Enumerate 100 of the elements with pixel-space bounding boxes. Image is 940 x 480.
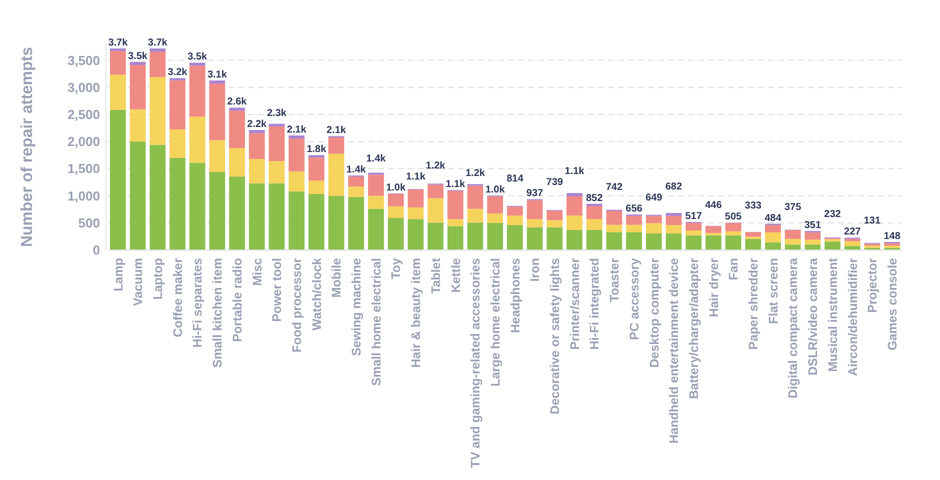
bar	[784, 230, 801, 239]
total-label: 649	[646, 192, 663, 204]
total-label: 2.6k	[227, 96, 248, 108]
bar	[844, 238, 860, 242]
total-label: 3.7k	[148, 38, 168, 48]
total-label: 351	[804, 220, 822, 231]
total-label: 814	[506, 174, 524, 185]
bar	[388, 218, 404, 250]
total-label: 3.5k	[128, 50, 148, 62]
bar	[150, 48, 166, 52]
bar	[368, 208, 384, 250]
bar	[606, 224, 622, 232]
bar	[170, 158, 186, 250]
total-label: 3.2k	[168, 67, 188, 78]
bar	[288, 171, 305, 192]
bar	[725, 235, 742, 250]
bar	[130, 62, 146, 65]
bar	[586, 219, 602, 230]
x-tick-label: Aircon/dehumidifier	[846, 258, 860, 376]
x-tick-label: Mobile	[330, 258, 344, 298]
bar	[725, 222, 742, 232]
y-tick-label: 2,500	[67, 107, 100, 122]
x-tick-label: Hair & beauty item	[409, 258, 424, 368]
total-label: 1.1k	[406, 171, 426, 182]
total-label: 517	[685, 210, 702, 222]
y-tick-label: 1,500	[67, 161, 100, 176]
bar	[130, 142, 146, 250]
bar	[705, 226, 722, 233]
total-label: 739	[546, 177, 564, 188]
total-label: 1.8k	[306, 144, 327, 156]
total-label: 2.1k	[326, 125, 346, 136]
total-label: 446	[705, 200, 722, 211]
x-tick-label: Battery/charger/adapter	[686, 258, 701, 400]
total-label: 1.4k	[366, 153, 386, 164]
x-tick-label: Headphones	[508, 258, 522, 334]
bar	[150, 52, 166, 78]
total-label: 333	[744, 200, 762, 212]
total-label: 1.4k	[346, 164, 366, 176]
total-label: 2.2k	[247, 119, 268, 130]
x-tick-label: Small home electrical	[369, 258, 384, 386]
bar	[308, 194, 324, 250]
bar	[328, 138, 344, 154]
x-tick-label: Laptop	[151, 258, 165, 300]
total-label: 1.2k	[465, 168, 486, 180]
total-label: 1.2k	[426, 160, 446, 172]
bar	[526, 219, 543, 228]
bar	[606, 210, 622, 225]
bar	[388, 194, 404, 206]
bar	[288, 191, 305, 250]
bar	[308, 180, 324, 194]
bar	[248, 183, 265, 250]
bar	[745, 232, 762, 237]
bar	[150, 144, 166, 250]
bar	[784, 238, 801, 245]
x-tick-label: Musical instrument	[826, 257, 840, 372]
bar	[586, 230, 602, 250]
bar	[526, 200, 543, 220]
bar	[506, 225, 523, 250]
bar	[428, 222, 444, 250]
bar	[328, 154, 344, 196]
bar	[804, 244, 821, 250]
bar	[150, 77, 166, 145]
bar	[666, 233, 682, 250]
total-label: 852	[586, 192, 604, 204]
bar	[506, 206, 523, 216]
bar	[824, 239, 840, 242]
bar	[804, 232, 821, 240]
bar	[368, 196, 384, 209]
total-label: 656	[626, 203, 643, 214]
x-tick-label: Desktop computer	[647, 258, 662, 368]
bar	[328, 196, 344, 250]
bar	[189, 116, 206, 163]
bar	[626, 232, 642, 250]
total-label: 148	[884, 230, 901, 242]
x-tick-label: Large home electrical	[488, 258, 502, 387]
bar	[765, 225, 781, 232]
x-tick-label: Games console	[885, 258, 900, 350]
x-tick-label: Vacuum	[131, 258, 146, 306]
bar	[348, 176, 364, 187]
y-tick-label: 3,500	[67, 52, 100, 68]
bar	[288, 138, 305, 172]
x-tick-label: Digital compact camera	[786, 256, 800, 398]
bar	[110, 74, 126, 110]
bar	[408, 190, 424, 208]
bar	[606, 232, 622, 250]
bar	[487, 222, 504, 250]
bar	[130, 109, 146, 142]
bar	[368, 174, 384, 196]
x-tick-label: Projector	[866, 258, 880, 313]
bar	[170, 129, 186, 158]
bar	[348, 186, 364, 197]
bar	[765, 232, 781, 242]
bar	[546, 227, 563, 250]
y-tick-label: 3,000	[67, 80, 100, 95]
total-label: 1.1k	[564, 166, 585, 178]
bar	[666, 225, 682, 234]
x-tick-label: DSLR/video camera	[806, 256, 820, 376]
x-tick-label: Decorative or safety lights	[548, 258, 562, 414]
bar	[745, 238, 762, 250]
bar	[268, 126, 285, 162]
